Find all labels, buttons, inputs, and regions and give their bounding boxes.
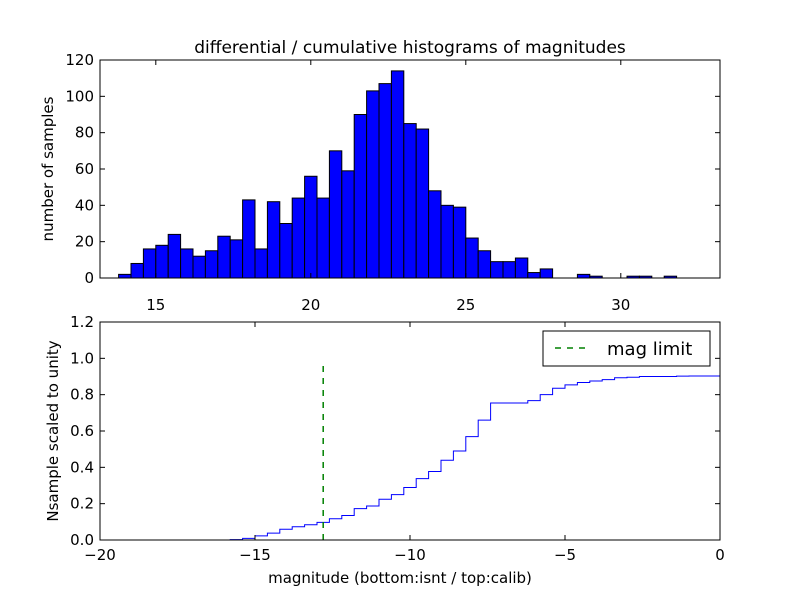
histogram-bar: [229, 239, 244, 279]
bottom-plot-frame: [99, 321, 721, 541]
histogram-bar: [403, 123, 417, 279]
histogram-bar: [378, 83, 392, 279]
y-tick-label: 120: [65, 51, 94, 69]
cumulative-step-line: [100, 358, 721, 541]
y-tick-label: 0.4: [70, 458, 94, 476]
histogram-bar: [428, 190, 442, 279]
x-tick-label: 20: [301, 296, 320, 314]
y-tick-label: 1.2: [70, 313, 94, 331]
top-y-ticks: 0 20 40 60 80 100 120: [65, 51, 720, 287]
bottom-x-axis-label: magnitude (bottom:isnt / top:calib): [268, 569, 532, 587]
histogram-bar: [155, 244, 169, 279]
histogram-bar: [279, 223, 293, 279]
histogram-bar: [502, 261, 516, 279]
y-tick-label: 80: [75, 124, 94, 142]
histogram-bar: [304, 175, 318, 279]
histogram-bar: [353, 114, 368, 279]
histogram-bar: [390, 70, 405, 279]
histogram-bar: [291, 197, 306, 279]
histogram-bar: [539, 268, 554, 279]
y-tick-label: 1.0: [70, 349, 94, 367]
y-tick-label: 0.2: [70, 495, 94, 513]
top-histogram-chart: differential / cumulative histograms of …: [39, 38, 721, 314]
histogram-bar: [576, 273, 591, 279]
top-y-axis-label: number of samples: [39, 96, 57, 241]
y-tick-label: 0.8: [70, 386, 94, 404]
y-tick-label: 100: [65, 87, 94, 105]
histogram-bar: [527, 272, 541, 279]
histogram-bar: [142, 248, 157, 279]
chart-title: differential / cumulative histograms of …: [194, 38, 626, 58]
bottom-cumulative-chart: −20 −15 −10 −5 0 0.0 0.2 0.4 0.6 0.8 1.0 1.2 magni…: [44, 313, 725, 587]
legend-label-mag-limit: mag limit: [607, 339, 692, 360]
legend: mag limit: [542, 330, 711, 367]
x-tick-label: 30: [611, 296, 630, 314]
x-tick-label: 25: [456, 296, 475, 314]
histogram-bar: [465, 237, 479, 279]
histogram-bar: [452, 206, 467, 279]
x-tick-label: −5: [554, 546, 576, 564]
top-plot-frame: [99, 59, 721, 279]
histogram-bar: [254, 248, 268, 279]
histogram-bar: [167, 233, 182, 279]
x-tick-label: −10: [394, 546, 426, 564]
histogram-bar: [477, 250, 492, 279]
histogram-bar: [341, 170, 355, 279]
y-tick-label: 20: [75, 233, 94, 251]
histogram-bar: [415, 128, 430, 279]
bottom-y-ticks: 0.0 0.2 0.4 0.6 0.8 1.0 1.2: [70, 313, 720, 549]
x-tick-label: 15: [146, 296, 165, 314]
y-tick-label: 60: [75, 160, 94, 178]
histogram-bar: [130, 262, 144, 279]
histogram-bar: [242, 199, 256, 279]
bottom-y-axis-label: Nsample scaled to unity: [44, 340, 62, 521]
histogram-bars: [118, 70, 678, 279]
histogram-bar: [514, 257, 529, 279]
histogram-bar: [366, 90, 380, 279]
y-tick-label: 0: [84, 269, 94, 287]
bottom-x-ticks: −20 −15 −10 −5 0: [84, 322, 725, 564]
y-tick-label: 0.0: [70, 531, 94, 549]
y-tick-label: 40: [75, 196, 94, 214]
y-tick-label: 0.6: [70, 422, 94, 440]
histogram-bar: [217, 235, 231, 279]
x-tick-label: 0: [715, 546, 725, 564]
histogram-bar: [180, 248, 194, 279]
histogram-bar: [266, 201, 281, 279]
histogram-bar: [192, 255, 206, 279]
histogram-bar: [316, 197, 330, 279]
histogram-bar: [440, 204, 454, 279]
histogram-bar: [204, 250, 219, 279]
histogram-bar: [490, 261, 504, 279]
histogram-bar: [328, 150, 343, 279]
x-tick-label: −20: [84, 546, 116, 564]
x-tick-label: −15: [239, 546, 271, 564]
histogram-bar: [118, 273, 132, 279]
top-x-ticks: 15 20 25 30: [146, 60, 630, 314]
